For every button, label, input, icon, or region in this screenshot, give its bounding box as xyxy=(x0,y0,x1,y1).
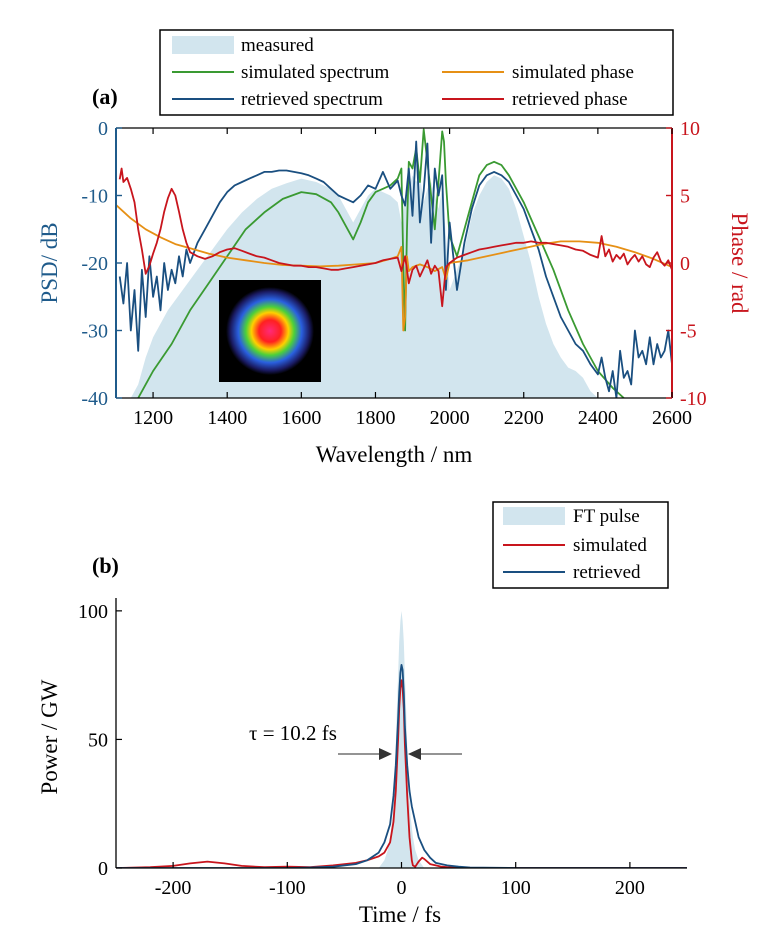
y2-tick-label-a: 10 xyxy=(680,118,700,140)
y2-tick-label-a: 0 xyxy=(680,253,690,275)
ticks-a: 1200 1400 1600 1800 2000 2200 2400 2600 -40 -30 -2… xyxy=(81,118,706,429)
legend-swatch-measured xyxy=(172,36,234,54)
legend-label-measured: measured xyxy=(241,35,314,56)
series-retrieved-spectrum xyxy=(118,140,672,398)
y-axis-label-a: PSD/ dB xyxy=(37,222,62,303)
plot-a-series xyxy=(116,128,672,398)
series-retrieved-phase xyxy=(118,167,672,308)
ticks-b: -200 -100 0 100 200 0 50 100 xyxy=(78,601,645,899)
x-tick-label-a: 2600 xyxy=(652,407,692,429)
y-tick-label-b: 0 xyxy=(98,858,108,880)
y-tick-label-a: -30 xyxy=(81,321,108,343)
y-tick-label-a: 0 xyxy=(98,118,108,140)
legend-b: FT pulse simulated retrieved xyxy=(492,501,669,589)
y2-tick-label-a: -5 xyxy=(680,321,697,343)
y2-tick-label-a: -10 xyxy=(680,388,707,410)
beam-profile-inset xyxy=(219,280,321,382)
panel-a-label: (a) xyxy=(92,84,118,109)
y-tick-label-b: 50 xyxy=(88,729,108,751)
y-tick-label-a: -10 xyxy=(81,186,108,208)
series-retrieved-pulse xyxy=(116,664,687,868)
y-axis-label-b: Power / GW xyxy=(37,679,62,794)
legend-label-ft-pulse: FT pulse xyxy=(573,506,640,527)
series-simulated-pulse xyxy=(116,679,687,868)
x-tick-label-b: -100 xyxy=(269,877,306,899)
pulse-width-annotation: τ = 10.2 fs xyxy=(249,721,462,760)
y-tick-label-a: -20 xyxy=(81,253,108,275)
legend-label-retrieved: retrieved xyxy=(573,562,641,583)
series-ft-pulse-area xyxy=(378,610,425,868)
legend-label-sim-spectrum: simulated spectrum xyxy=(241,62,389,83)
y-tick-label-a: -40 xyxy=(81,388,108,410)
x-tick-label-a: 2200 xyxy=(504,407,544,429)
x-tick-label-a: 1200 xyxy=(133,407,173,429)
pulse-width-label: τ = 10.2 fs xyxy=(249,721,337,745)
legend-label-ret-phase: retrieved phase xyxy=(512,89,628,110)
series-measured-area xyxy=(130,175,598,398)
x-tick-label-a: 1800 xyxy=(355,407,395,429)
x-tick-label-b: 100 xyxy=(501,877,531,899)
legend-label-ret-spectrum: retrieved spectrum xyxy=(241,89,383,110)
plot-b-series xyxy=(116,610,687,868)
annotation-arrowhead-right xyxy=(408,748,421,760)
panel-a: (a) measured simulated spectrum simulate… xyxy=(37,29,752,467)
annotation-arrowhead-left xyxy=(379,748,392,760)
x-tick-label-b: -200 xyxy=(155,877,192,899)
legend-a: measured simulated spectrum simulated ph… xyxy=(159,29,674,116)
panel-b-label: (b) xyxy=(92,553,119,578)
x-tick-label-a: 1400 xyxy=(207,407,247,429)
legend-label-simulated: simulated xyxy=(573,535,647,556)
y2-tick-label-a: 5 xyxy=(680,186,690,208)
panel-b: (b) FT pulse simulated retrieved -200 -10… xyxy=(37,501,687,927)
x-tick-label-a: 1600 xyxy=(281,407,321,429)
y2-axis-label-a: Phase / rad xyxy=(727,213,752,314)
x-tick-label-a: 2400 xyxy=(578,407,618,429)
x-axis-label-b: Time / fs xyxy=(359,902,441,927)
legend-swatch-ft-pulse xyxy=(503,507,565,525)
x-tick-label-a: 2000 xyxy=(430,407,470,429)
x-tick-label-b: 0 xyxy=(397,877,407,899)
x-tick-label-b: 200 xyxy=(615,877,645,899)
x-axis-label-a: Wavelength / nm xyxy=(316,442,473,467)
legend-label-sim-phase: simulated phase xyxy=(512,62,634,83)
y-tick-label-b: 100 xyxy=(78,601,108,623)
